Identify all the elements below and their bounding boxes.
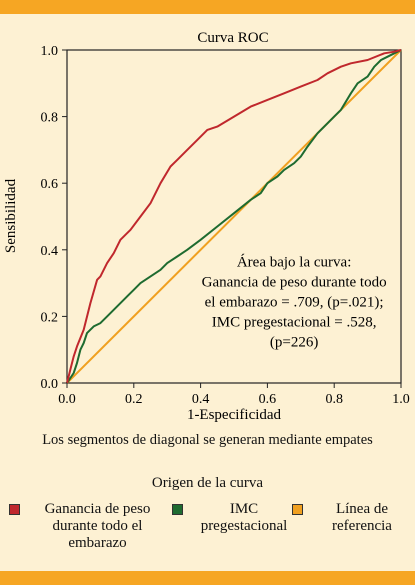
annotation-line: el embarazo = .709, (p=.021); — [205, 294, 384, 310]
x-tick-label: 1.0 — [392, 392, 410, 407]
x-axis-label: 1-Especificidad — [187, 407, 282, 423]
series-line-referencia — [66, 49, 402, 384]
top-band — [0, 0, 415, 14]
y-axis-label: Sensibilidad — [3, 178, 19, 253]
x-tick-label: 0.6 — [259, 392, 277, 407]
x-tick-label: 0.4 — [192, 392, 210, 407]
tick-layer: 0.0 0.2 0.4 0.6 0.8 1.0 0.0 0.2 0.4 0.6 0.8 1.0 — [41, 44, 410, 407]
series-line-ganancia-peso — [66, 49, 402, 384]
annotation-line: Área bajo la curva: — [237, 253, 352, 270]
y-tick-label: 0.6 — [41, 177, 59, 192]
y-tick-label: 0.8 — [41, 111, 59, 126]
legend-label: IMC pregestacional — [200, 501, 288, 534]
annotation-line: Ganancia de peso durante todo — [202, 274, 387, 290]
x-tick-label: 0.0 — [58, 392, 76, 407]
chart-caption: Los segmentos de diagonal se generan med… — [42, 432, 373, 448]
legend-swatch-red — [9, 504, 20, 515]
legend-label: Ganancia de peso durante todo el embaraz… — [44, 501, 151, 551]
legend-title: Origen de la curva — [151, 475, 264, 491]
series-line-imc — [66, 49, 402, 384]
bottom-band — [0, 571, 415, 585]
legend-swatch-green — [172, 504, 183, 515]
series-layer — [66, 49, 402, 384]
legend-swatch-orange — [292, 504, 303, 515]
y-tick-label: 0.2 — [41, 310, 59, 325]
y-tick-label: 1.0 — [41, 44, 59, 59]
chart-title: Curva ROC — [197, 30, 268, 46]
y-tick-label: 0.0 — [41, 377, 59, 392]
roc-chart: Curva ROC 0.0 0.2 0.4 0.6 0.8 1.0 0.0 0.2 0.4 0.6… — [3, 30, 410, 423]
x-tick-label: 0.8 — [325, 392, 343, 407]
y-tick-label: 0.4 — [41, 244, 59, 259]
legend-label: Línea de referencia — [332, 501, 392, 534]
x-tick-label: 0.2 — [125, 392, 143, 407]
annotation-line: IMC pregestacional = .528, — [212, 314, 377, 330]
annotation-line: (p=226) — [270, 334, 318, 350]
chart-annotation: Área bajo la curva: Ganancia de peso dura… — [202, 253, 387, 350]
